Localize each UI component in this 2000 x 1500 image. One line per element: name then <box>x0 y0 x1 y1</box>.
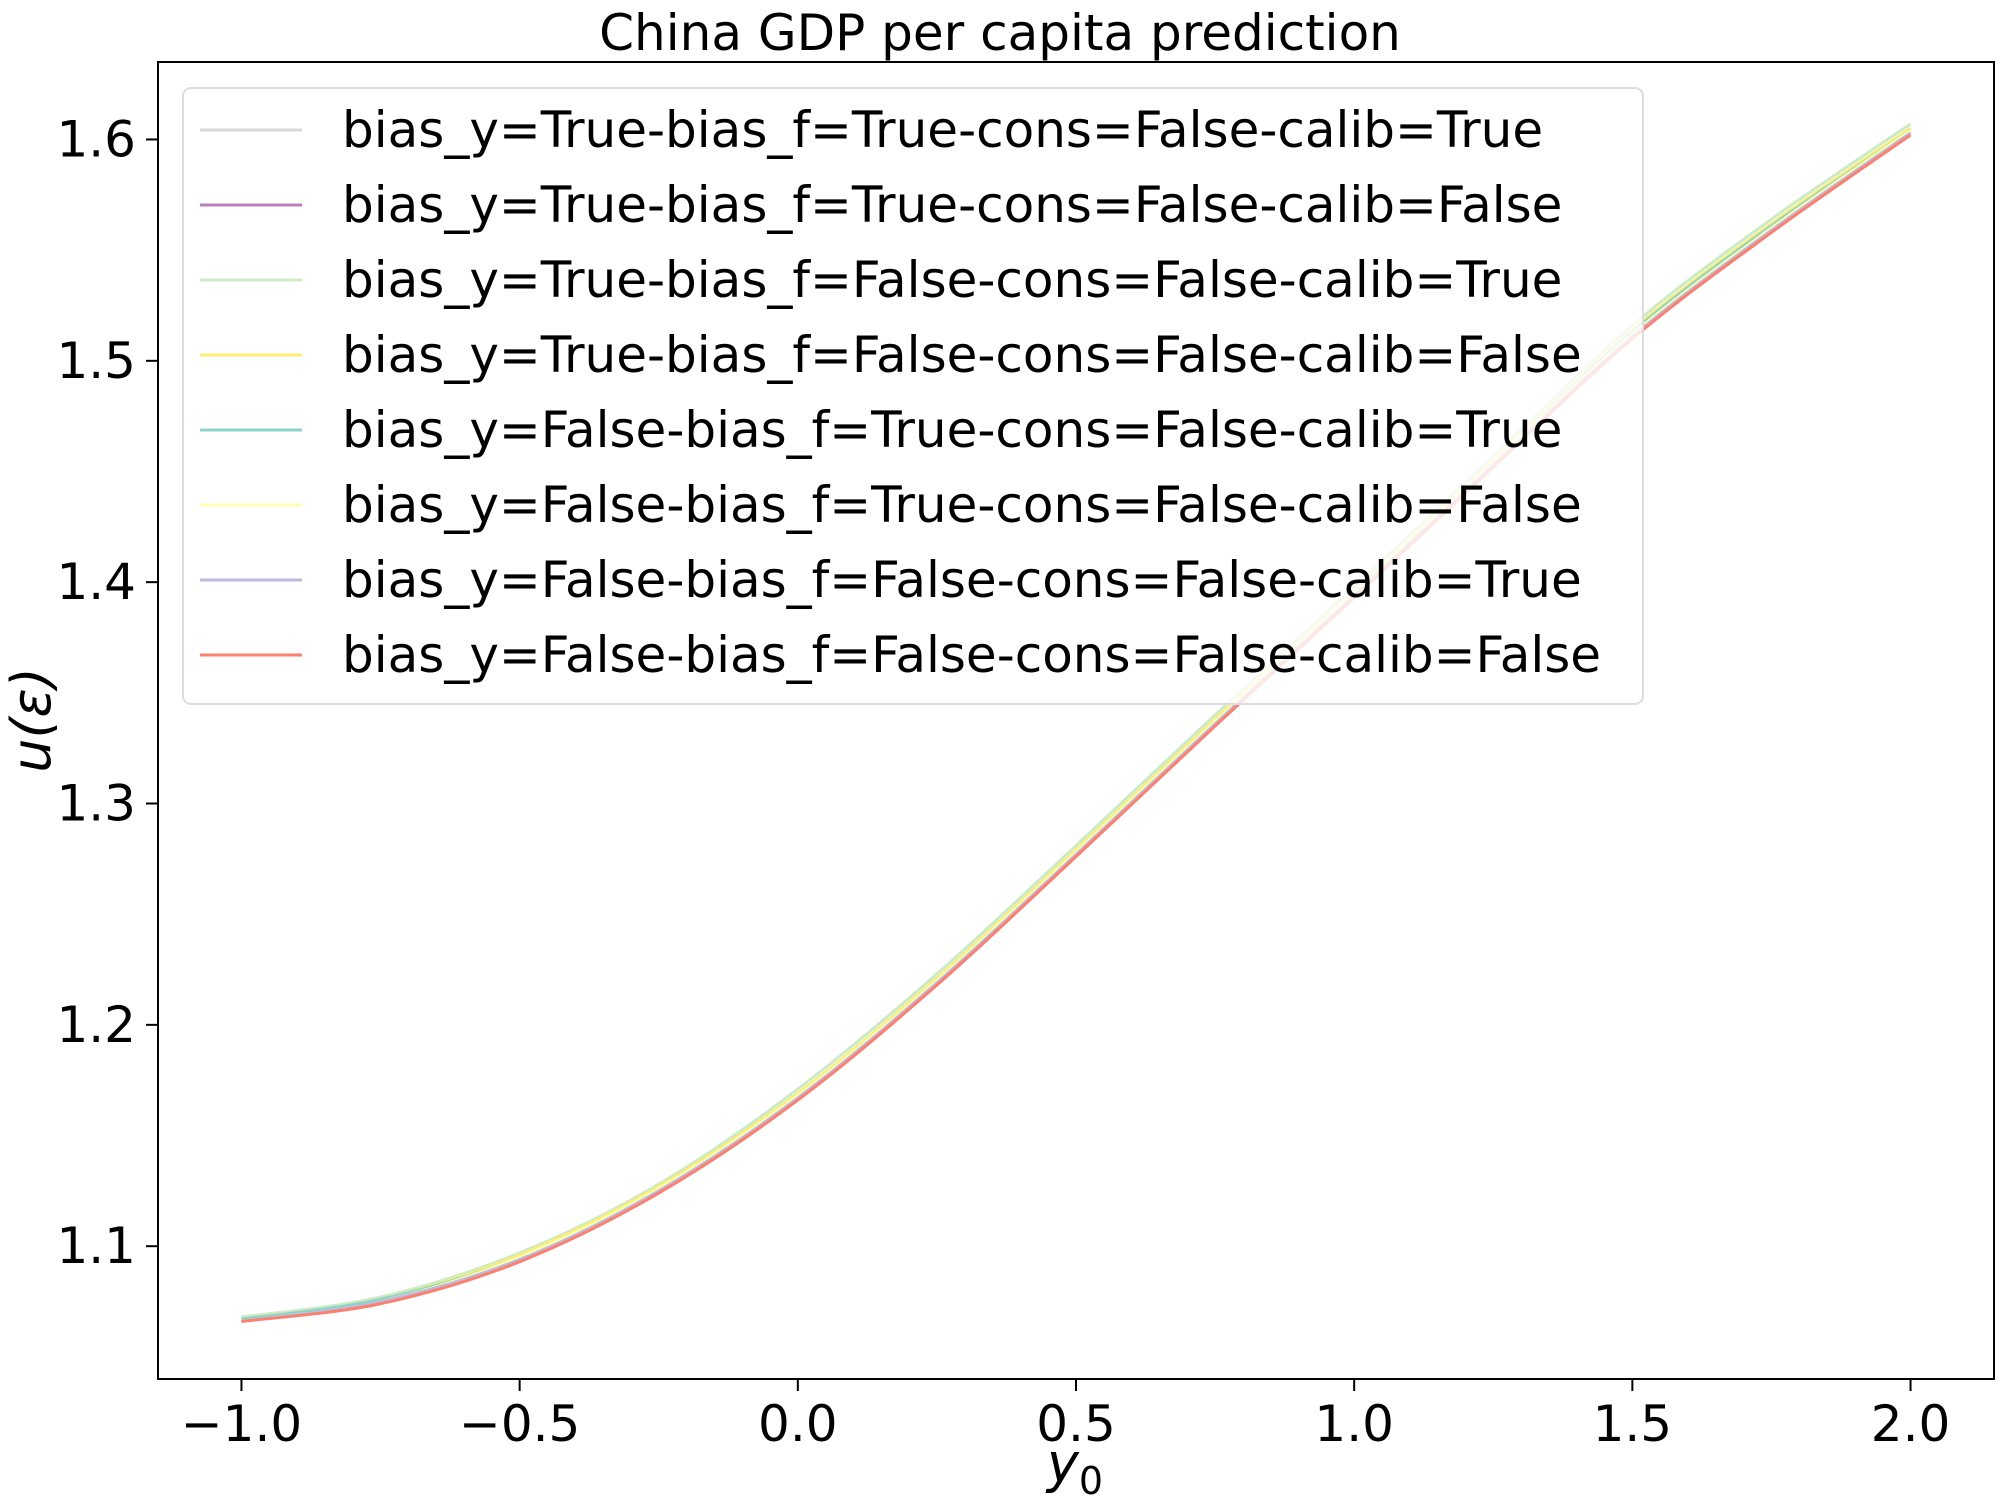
x-tick-label: 2.0 <box>1871 1395 1951 1453</box>
legend-label: bias_y=False-bias_f=False-cons=False-cal… <box>342 626 1601 684</box>
x-axis-label-main: y <box>1045 1432 1080 1495</box>
legend-label: bias_y=True-bias_f=True-cons=False-calib… <box>342 176 1562 234</box>
x-tick-label: 1.5 <box>1593 1395 1673 1453</box>
legend-label: bias_y=False-bias_f=True-cons=False-cali… <box>342 476 1582 534</box>
legend-label: bias_y=False-bias_f=True-cons=False-cali… <box>342 401 1562 459</box>
legend-label: bias_y=True-bias_f=False-cons=False-cali… <box>342 251 1562 309</box>
chart-title: China GDP per capita prediction <box>599 4 1401 62</box>
x-tick-label: 0.5 <box>1036 1395 1116 1453</box>
x-tick-label: −1.0 <box>181 1395 302 1453</box>
legend-label: bias_y=True-bias_f=True-cons=False-calib… <box>342 101 1543 159</box>
legend-label: bias_y=True-bias_f=False-cons=False-cali… <box>342 326 1582 384</box>
x-tick-label: 0.0 <box>758 1395 838 1453</box>
y-tick-label: 1.6 <box>56 110 136 168</box>
y-axis-ticks: 1.1 1.2 1.3 1.4 1.5 1.6 <box>56 110 158 1275</box>
x-tick-label: −0.5 <box>459 1395 580 1453</box>
y-tick-label: 1.3 <box>56 775 136 833</box>
x-axis-label: y0 <box>1045 1432 1103 1500</box>
y-tick-label: 1.1 <box>56 1217 136 1275</box>
y-tick-label: 1.5 <box>56 332 136 390</box>
x-tick-label: 1.0 <box>1314 1395 1394 1453</box>
y-tick-label: 1.2 <box>56 996 136 1054</box>
x-axis-label-subscript: 0 <box>1079 1459 1103 1500</box>
y-axis-label: u(ε) <box>0 667 63 773</box>
legend: bias_y=True-bias_f=True-cons=False-calib… <box>182 87 1644 705</box>
legend-label: bias_y=False-bias_f=False-cons=False-cal… <box>342 551 1582 609</box>
y-tick-label: 1.4 <box>56 553 136 611</box>
legend-box <box>182 87 1644 705</box>
x-axis-ticks: −1.0 −0.5 0.0 0.5 1.0 1.5 2.0 <box>181 1379 1951 1453</box>
